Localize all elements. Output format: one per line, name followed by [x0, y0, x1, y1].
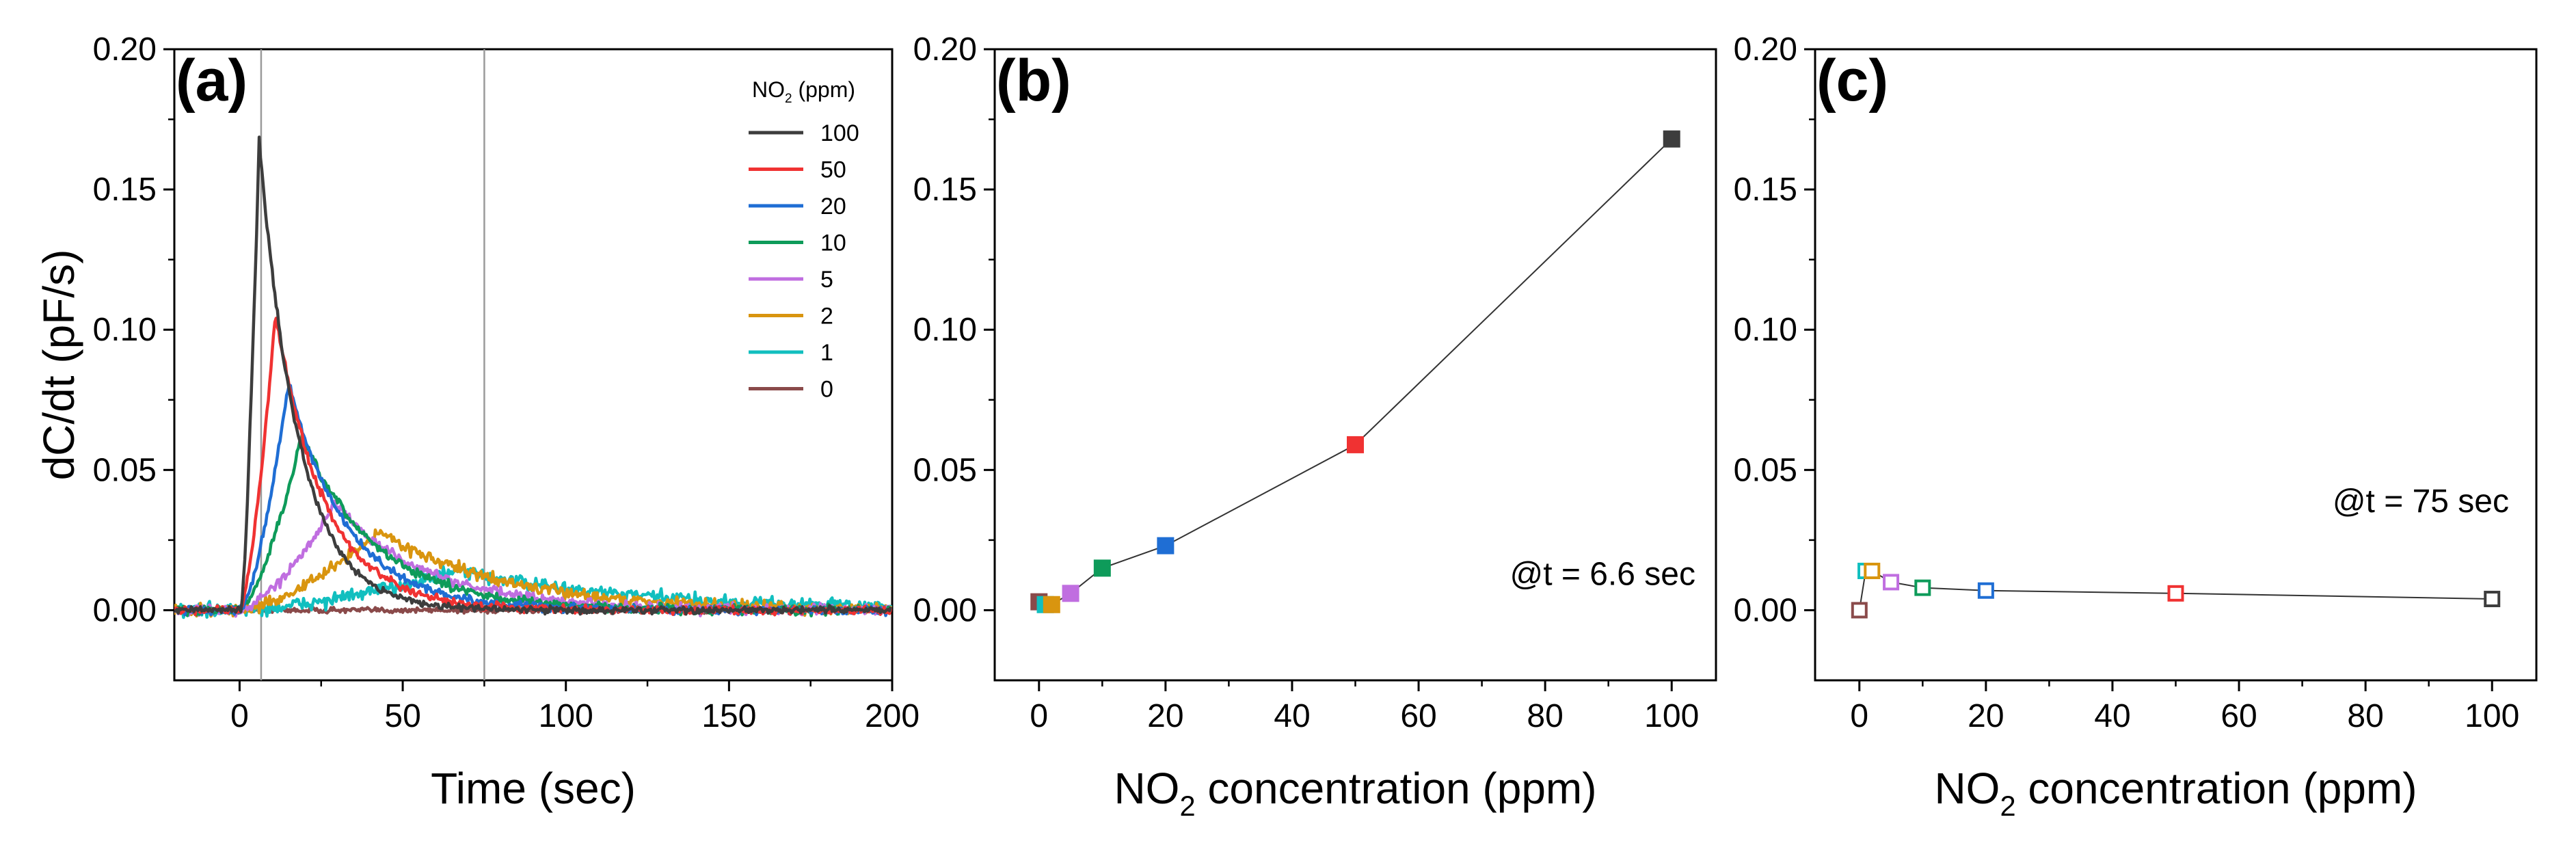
- x-tick-label: 100: [539, 698, 593, 734]
- x-tick-label: 100: [2465, 698, 2519, 734]
- x-tick-label: 0: [1850, 698, 1868, 734]
- legend-entry: 2: [820, 304, 833, 330]
- connecting-line: [1038, 138, 1672, 606]
- legend-entry: 5: [820, 267, 833, 293]
- y-tick-label: 0.05: [93, 452, 157, 488]
- legend-title: NO2 (ppm): [752, 77, 855, 106]
- data-point-2ppm: [1864, 563, 1881, 580]
- time-annotation: @t = 75 sec: [2333, 483, 2509, 520]
- x-tick-label: 80: [2347, 698, 2383, 734]
- x-tick-label: 60: [1400, 698, 1436, 734]
- legend-entry: 20: [820, 193, 846, 219]
- legend-entry: 1: [820, 340, 833, 366]
- data-point-5ppm: [1883, 574, 1900, 591]
- series-line-100ppm: [174, 135, 892, 616]
- data-point-50ppm: [1347, 436, 1364, 453]
- data-point-10ppm: [1914, 579, 1931, 596]
- x-tick-label: 200: [865, 698, 920, 734]
- x-tick-label: 0: [1030, 698, 1048, 734]
- data-point-0ppm: [1851, 602, 1868, 619]
- y-tick-label: 0.10: [93, 312, 157, 348]
- time-annotation: @t = 6.6 sec: [1510, 557, 1695, 593]
- x-tick-label: 150: [701, 698, 756, 734]
- x-tick-label: 50: [384, 698, 420, 734]
- x-axis-label: NO2 concentration (ppm): [1114, 764, 1596, 822]
- x-tick-label: 0: [230, 698, 249, 734]
- x-axis-label: Time (sec): [431, 764, 636, 813]
- x-tick-label: 100: [1644, 698, 1699, 734]
- data-point-100ppm: [1663, 130, 1680, 148]
- legend-entry: 50: [820, 157, 846, 183]
- panel-label: (c): [1816, 48, 1888, 114]
- x-tick-label: 20: [1968, 698, 2004, 734]
- y-tick-label: 0.00: [913, 592, 977, 628]
- plot-frame: [173, 48, 894, 682]
- y-tick-label: 0.20: [1734, 31, 1797, 68]
- y-tick-label: 0.05: [913, 452, 977, 488]
- data-point-20ppm: [1157, 537, 1175, 555]
- series-line-2ppm: [174, 528, 892, 618]
- legend-entry: 10: [820, 230, 846, 256]
- y-tick-label: 0.05: [1734, 452, 1797, 488]
- legend-entry: 0: [820, 377, 833, 403]
- series-lines: [174, 135, 892, 619]
- panel-label: (a): [176, 48, 247, 114]
- y-tick-label: 0.15: [93, 172, 157, 208]
- y-tick-label: 0.00: [1734, 592, 1797, 628]
- y-tick-label: 0.15: [1734, 172, 1797, 208]
- x-axis-label: NO2 concentration (ppm): [1934, 764, 2417, 822]
- y-tick-label: 0.00: [93, 592, 157, 628]
- y-tick-label: 0.15: [913, 172, 977, 208]
- data-point-10ppm: [1093, 559, 1111, 577]
- panel-label: (b): [996, 48, 1071, 114]
- data-point-50ppm: [2167, 585, 2184, 602]
- y-tick-label: 0.20: [93, 31, 157, 68]
- data-point-2ppm: [1043, 596, 1060, 613]
- data-point-100ppm: [2484, 591, 2501, 608]
- x-tick-label: 80: [1527, 698, 1563, 734]
- data-point-20ppm: [1977, 582, 1994, 599]
- legend-entry: 100: [820, 120, 859, 146]
- y-tick-label: 0.10: [913, 312, 977, 348]
- x-tick-label: 40: [2094, 698, 2130, 734]
- series-line-50ppm: [174, 317, 892, 617]
- y-tick-label: 0.10: [1734, 312, 1797, 348]
- x-tick-label: 40: [1274, 698, 1310, 734]
- chart-c: 0.00 0.05 0.10 0.15 0.20 0 20 40 60 80 100 (c) @t = …: [1734, 31, 2538, 822]
- y-tick-label: 0.20: [913, 31, 977, 68]
- chart-a: 0.000.050.100.150.200 50 100 150 200(a) NO2 (…: [34, 31, 920, 813]
- data-point-5ppm: [1062, 585, 1079, 602]
- chart-b: 0.00 0.05 0.10 0.15 0.20 0 20 40 60 80 100 (b) @t = …: [913, 31, 1717, 822]
- x-tick-label: 20: [1147, 698, 1183, 734]
- y-axis-label: dC/dt (pF/s): [34, 250, 83, 481]
- x-tick-label: 60: [2221, 698, 2257, 734]
